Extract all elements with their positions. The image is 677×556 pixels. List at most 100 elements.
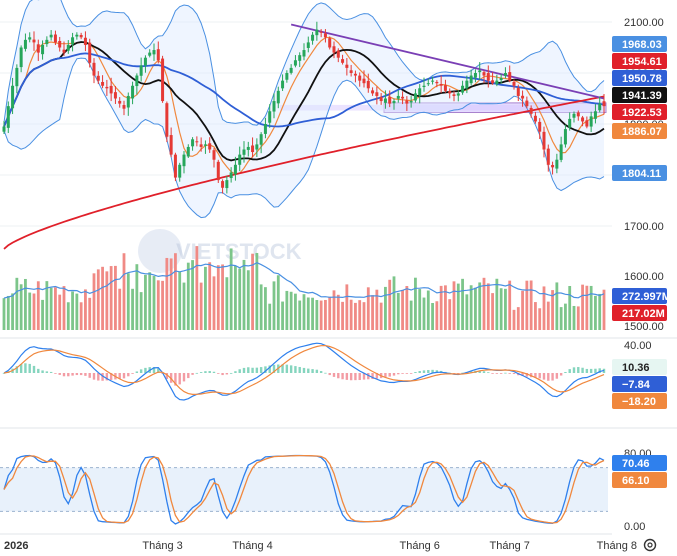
macd-histogram-bar [375, 373, 379, 379]
candle-body [101, 81, 105, 86]
bollinger-upper-line [3, 0, 605, 126]
candle-body [358, 75, 362, 81]
macd-histogram-bar [508, 373, 511, 374]
macd-histogram-bar [388, 373, 391, 377]
macd-histogram-bar [547, 373, 550, 381]
volume-bar [465, 294, 469, 330]
volume-bar [75, 293, 79, 330]
volume-bar [242, 259, 246, 330]
macd-histogram-bar [302, 367, 306, 373]
stochastic-tag: 70.46 [622, 458, 650, 470]
macd-histogram-bar [478, 370, 481, 373]
candle-body [195, 141, 199, 143]
macd-histogram-bar [54, 373, 57, 374]
volume-bar [88, 297, 92, 330]
candle-body [516, 88, 520, 96]
volume-bar [191, 260, 194, 330]
macd-tick-label: 40.00 [624, 340, 652, 352]
volume-tag: 272.997M [622, 291, 671, 303]
candle-body [401, 96, 405, 99]
macd-histogram-bar [234, 371, 237, 373]
volume-bar [148, 272, 152, 330]
candle-body [362, 78, 366, 84]
volume-bar [499, 288, 503, 330]
candle-body [276, 90, 280, 104]
volume-bar [199, 282, 203, 330]
volume-ma-line [3, 262, 605, 299]
macd-histogram-bar [362, 373, 366, 380]
volume-bar [238, 268, 242, 330]
macd-histogram-bar [491, 373, 494, 374]
volume-bar [431, 303, 434, 330]
volume-bar [324, 299, 327, 330]
candle-body [169, 135, 173, 155]
stochastic-band [0, 467, 608, 512]
candle-body [568, 118, 572, 128]
volume-bar [461, 278, 464, 330]
price-panel [2, 0, 607, 250]
volume-bar [354, 302, 357, 330]
candle-body [593, 111, 597, 119]
volume-bar [32, 293, 36, 330]
candle-body [88, 42, 92, 63]
candle-body [216, 161, 220, 181]
volume-bar [272, 281, 276, 330]
candle-body [92, 62, 96, 76]
candle-body [418, 88, 422, 96]
candle-body [203, 144, 207, 146]
macd-histogram-bar [572, 367, 576, 373]
candle-body [328, 38, 332, 48]
volume-bar [24, 278, 27, 330]
candle-body [143, 57, 147, 66]
macd-histogram-bar [324, 372, 327, 374]
volume-bar [216, 265, 220, 330]
volume-bar [332, 290, 336, 330]
ma50-line [3, 52, 605, 128]
volume-bar [504, 288, 507, 330]
volume-bar [435, 301, 439, 330]
volume-bar [285, 290, 289, 330]
candle-body [452, 94, 456, 96]
candle-body [439, 83, 443, 86]
macd-histogram-bar [41, 370, 44, 373]
volume-bar [396, 292, 400, 330]
candle-body [435, 81, 439, 84]
candle-body [66, 44, 70, 51]
macd-histogram-bar [294, 366, 297, 373]
price-tag-bg [612, 123, 667, 139]
candle-body [285, 73, 289, 80]
macd-histogram-bar [71, 373, 74, 376]
candle-body [53, 34, 57, 43]
macd-histogram-bar [195, 372, 199, 374]
candle-body [212, 150, 216, 160]
volume-bar [491, 293, 494, 330]
candle-body [589, 116, 593, 127]
volume-bar [54, 287, 57, 330]
macd-tag: −18.20 [622, 396, 656, 408]
candle-body [478, 70, 482, 73]
volume-bar [251, 253, 254, 330]
volume-bar [208, 262, 212, 330]
macd-histogram-bar [559, 373, 563, 376]
candle-body [602, 101, 606, 107]
candle-body [461, 85, 465, 93]
macd-histogram-bar [109, 373, 113, 380]
volume-bar [529, 280, 533, 330]
candle-body [75, 34, 79, 37]
gear-icon[interactable] [643, 538, 657, 552]
macd-histogram-bar [24, 363, 27, 373]
candle-body [263, 124, 267, 134]
candle-body [383, 98, 387, 103]
candle-body [366, 80, 370, 89]
candle-body [242, 149, 246, 155]
macd-histogram-bar [191, 373, 194, 375]
macd-histogram-bar [285, 364, 289, 373]
price-tick-label: 1700.00 [624, 221, 664, 233]
macd-histogram-bar [328, 373, 331, 376]
volume-bar [345, 284, 349, 330]
volume-bar [448, 299, 452, 330]
volume-bar [182, 282, 186, 330]
volume-bar [156, 280, 160, 330]
volume-bar [482, 277, 486, 330]
